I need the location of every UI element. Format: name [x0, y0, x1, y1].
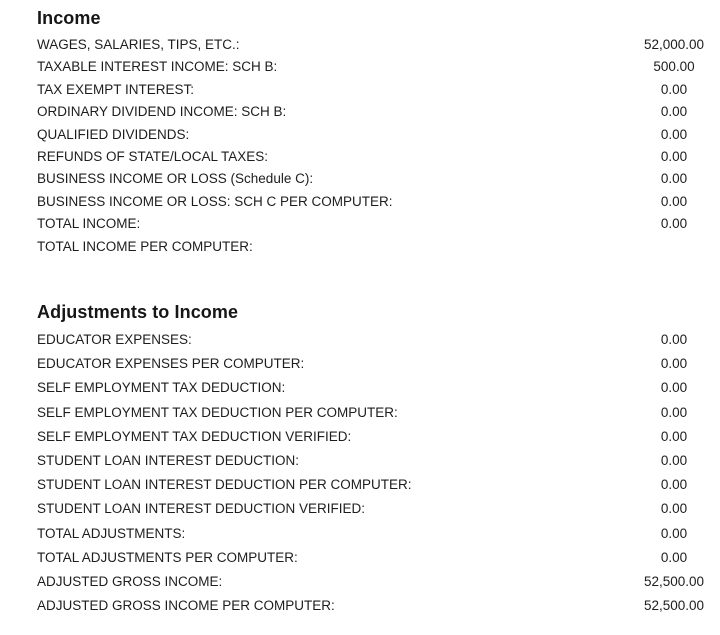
line-item-row: REFUNDS OF STATE/LOCAL TAXES: 0.00 [37, 146, 710, 168]
line-item-value: 0.00 [660, 332, 688, 348]
adjustments-section-title: Adjustments to Income [37, 302, 239, 323]
line-item-row: STUDENT LOAN INTEREST DEDUCTION VERIFIED… [37, 497, 710, 521]
line-item-row: EDUCATOR EXPENSES: 0.00 [37, 328, 710, 352]
line-item-row: STUDENT LOAN INTEREST DEDUCTION PER COMP… [37, 473, 710, 497]
line-item-row: ADJUSTED GROSS INCOME: 52,500.00 [37, 570, 710, 594]
line-item-value: 0.00 [660, 549, 688, 565]
line-item-label: TOTAL INCOME PER COMPUTER: [37, 238, 253, 254]
line-item-value: 52,000.00 [643, 37, 705, 52]
line-item-row: TAXABLE INTEREST INCOME: SCH B: 500.00 [37, 56, 710, 78]
line-item-value: 0.00 [660, 171, 688, 187]
line-item-label: REFUNDS OF STATE/LOCAL TAXES: [37, 149, 269, 165]
line-item-value: 0.00 [660, 380, 688, 396]
line-item-value: 52,500.00 [643, 598, 705, 614]
line-item-label: EDUCATOR EXPENSES PER COMPUTER: [37, 356, 305, 372]
line-item-value: 0.00 [660, 216, 688, 232]
line-item-label: ORDINARY DIVIDEND INCOME: SCH B: [37, 104, 287, 120]
adjustments-rows: EDUCATOR EXPENSES: 0.00 EDUCATOR EXPENSES … [37, 328, 710, 618]
line-item-value: 0.00 [660, 525, 688, 541]
line-item-value: 0.00 [660, 193, 688, 209]
line-item-row: ADJUSTED GROSS INCOME PER COMPUTER: 52,50… [37, 594, 710, 618]
line-item-row: TAX EXEMPT INTEREST: 0.00 [37, 79, 710, 101]
line-item-value: 500.00 [653, 59, 695, 75]
line-item-row: QUALIFIED DIVIDENDS: 0.00 [37, 124, 710, 146]
line-item-row: TOTAL INCOME: 0.00 [37, 213, 710, 235]
adjustments-section: Adjustments to Income EDUCATOR EXPENSES:… [37, 302, 710, 618]
line-item-row: BUSINESS INCOME OR LOSS (Schedule C): 0.0… [37, 168, 710, 190]
line-item-label: SELF EMPLOYMENT TAX DEDUCTION: [37, 380, 286, 396]
line-item-label: STUDENT LOAN INTEREST DEDUCTION PER COMP… [37, 477, 412, 493]
line-item-row: EDUCATOR EXPENSES PER COMPUTER: 0.00 [37, 352, 710, 376]
line-item-label: TAXABLE INTEREST INCOME: SCH B: [37, 59, 278, 75]
line-item-label: BUSINESS INCOME OR LOSS (Schedule C): [37, 171, 314, 187]
line-item-row: SELF EMPLOYMENT TAX DEDUCTION VERIFIED: 0… [37, 425, 710, 449]
line-item-label: STUDENT LOAN INTEREST DEDUCTION: [37, 453, 300, 469]
line-item-value: 0.00 [660, 453, 688, 469]
line-item-value: 0.00 [660, 149, 688, 165]
line-item-value: 0.00 [660, 501, 688, 517]
line-item-row: TOTAL ADJUSTMENTS PER COMPUTER: 0.00 [37, 546, 710, 570]
line-item-value: 0.00 [660, 356, 688, 372]
line-item-label: TOTAL ADJUSTMENTS PER COMPUTER: [37, 549, 298, 565]
line-item-label: QUALIFIED DIVIDENDS: [37, 126, 190, 142]
line-item-value: 0.00 [660, 104, 688, 120]
line-item-row: STUDENT LOAN INTEREST DEDUCTION: 0.00 [37, 449, 710, 473]
income-section: Income WAGES, SALARIES, TIPS, ETC.: 52,00… [37, 8, 710, 258]
line-item-value: 52,500.00 [643, 574, 705, 590]
line-item-value: 0.00 [660, 428, 688, 444]
line-item-label: TAX EXEMPT INTEREST: [37, 81, 195, 97]
line-item-value: 0.00 [660, 477, 688, 493]
line-item-row: TOTAL ADJUSTMENTS: 0.00 [37, 522, 710, 546]
line-item-row: WAGES, SALARIES, TIPS, ETC.: 52,000.00 [37, 34, 710, 56]
income-section-title: Income [37, 8, 101, 28]
line-item-label: ADJUSTED GROSS INCOME: [37, 574, 223, 590]
line-item-label: STUDENT LOAN INTEREST DEDUCTION VERIFIED… [37, 501, 366, 517]
line-item-label: EDUCATOR EXPENSES: [37, 332, 192, 348]
line-item-value: 0.00 [660, 404, 688, 420]
line-item-label: ADJUSTED GROSS INCOME PER COMPUTER: [37, 598, 335, 614]
line-item-row: ORDINARY DIVIDEND INCOME: SCH B: 0.00 [37, 101, 710, 123]
line-item-row: BUSINESS INCOME OR LOSS: SCH C PER COMPU… [37, 191, 710, 213]
line-item-row: SELF EMPLOYMENT TAX DEDUCTION: 0.00 [37, 376, 710, 400]
line-item-value: 0.00 [660, 81, 688, 97]
line-item-label: TOTAL ADJUSTMENTS: [37, 525, 186, 541]
line-item-label: BUSINESS INCOME OR LOSS: SCH C PER COMPU… [37, 193, 393, 209]
line-item-label: TOTAL INCOME: [37, 216, 141, 232]
line-item-label: SELF EMPLOYMENT TAX DEDUCTION PER COMPUT… [37, 404, 398, 420]
line-item-label: WAGES, SALARIES, TIPS, ETC.: [37, 37, 240, 52]
line-item-row: SELF EMPLOYMENT TAX DEDUCTION PER COMPUT… [37, 401, 710, 425]
line-item-label: SELF EMPLOYMENT TAX DEDUCTION VERIFIED: [37, 428, 352, 444]
line-item-row: TOTAL INCOME PER COMPUTER: [37, 236, 710, 258]
line-item-value: 0.00 [660, 126, 688, 142]
income-rows: WAGES, SALARIES, TIPS, ETC.: 52,000.00 TAX… [37, 34, 710, 258]
